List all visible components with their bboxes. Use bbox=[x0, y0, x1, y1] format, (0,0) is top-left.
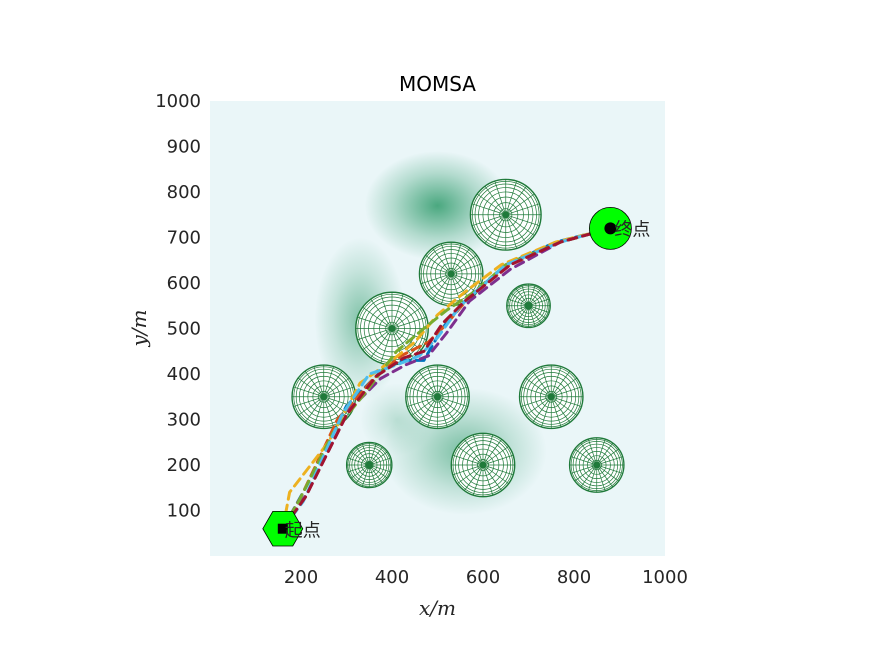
x-tick-labels: 200 400 600 800 1000 bbox=[284, 567, 688, 588]
obstacle bbox=[291, 364, 357, 430]
goal-marker-center bbox=[604, 222, 617, 235]
y-tick-label: 300 bbox=[167, 410, 201, 431]
y-tick-label: 800 bbox=[167, 182, 201, 203]
x-tick-label: 800 bbox=[557, 567, 591, 588]
x-axis-label: x/m bbox=[419, 596, 456, 620]
y-tick-labels: 100 200 300 400 500 600 700 800 900 1000 bbox=[155, 91, 201, 522]
obstacle bbox=[450, 432, 516, 498]
marker-layer: 起点 终点 bbox=[262, 206, 650, 547]
goal-label: 终点 bbox=[614, 219, 650, 240]
y-tick-label: 500 bbox=[167, 319, 201, 340]
planned-path bbox=[281, 226, 612, 531]
start-label: 起点 bbox=[285, 521, 321, 542]
y-tick-label: 400 bbox=[167, 364, 201, 385]
obstacle bbox=[518, 364, 584, 430]
y-tick-label: 700 bbox=[167, 228, 201, 249]
obstacle bbox=[405, 364, 470, 430]
plot-area: 起点 终点 bbox=[210, 101, 665, 556]
obstacle bbox=[506, 283, 551, 329]
y-tick-label: 600 bbox=[167, 273, 201, 294]
planned-path bbox=[281, 226, 612, 531]
y-tick-label: 200 bbox=[167, 455, 201, 476]
planned-path bbox=[281, 226, 612, 531]
x-tick-label: 400 bbox=[375, 567, 409, 588]
start-marker-center bbox=[277, 523, 288, 534]
terrain-hill bbox=[364, 151, 511, 261]
y-tick-label: 100 bbox=[167, 501, 201, 522]
obstacle bbox=[568, 437, 625, 493]
chart-title: MOMSA bbox=[399, 72, 476, 96]
y-tick-label: 900 bbox=[167, 137, 201, 158]
obstacle bbox=[469, 178, 542, 251]
obstacle bbox=[345, 441, 393, 489]
x-tick-label: 200 bbox=[284, 567, 318, 588]
x-tick-label: 1000 bbox=[642, 567, 688, 588]
planned-path bbox=[281, 226, 612, 531]
x-tick-label: 600 bbox=[466, 567, 500, 588]
y-tick-label: 1000 bbox=[155, 91, 201, 112]
y-axis-label: y/m bbox=[127, 309, 151, 347]
path-layer bbox=[281, 226, 612, 531]
obstacle-layer bbox=[291, 178, 625, 498]
